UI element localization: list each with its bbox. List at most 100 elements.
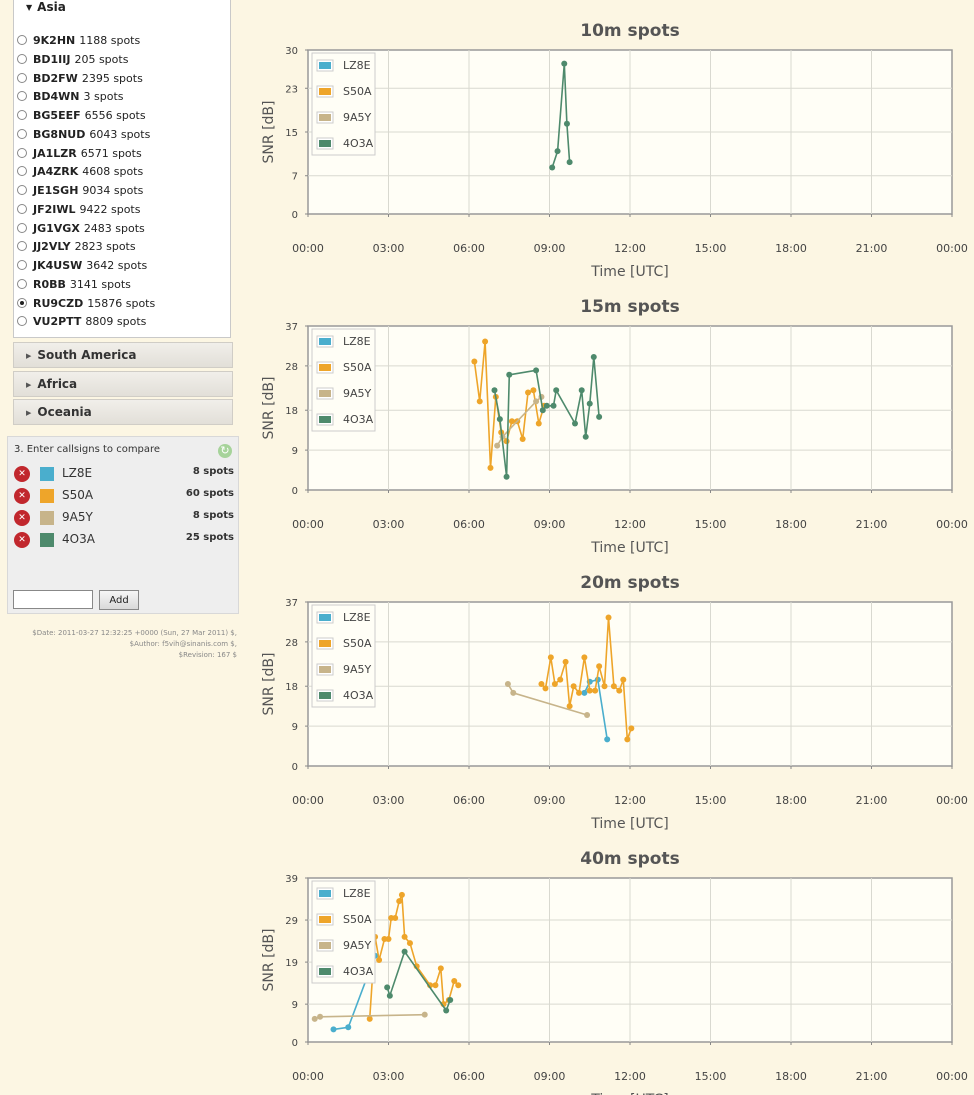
legend-swatch (319, 916, 331, 923)
station-row[interactable]: R0BB 3141 spots (17, 278, 131, 296)
remove-icon[interactable]: ✕ (14, 532, 30, 548)
charts-area: 10m spots 00:00 03:00 06:00 09:00 12:00 15:00 1… (250, 0, 974, 1095)
compare-title: 3. Enter callsigns to compare (14, 444, 161, 455)
station-row[interactable]: BD2FW 2395 spots (17, 72, 143, 90)
station-radio[interactable] (17, 166, 27, 177)
data-point-s50a (566, 703, 573, 710)
data-point-s50a (503, 438, 510, 445)
y-axis-label: SNR [dB] (261, 653, 277, 716)
x-tick-label: 00:00 (292, 794, 324, 807)
compare-row-lz8e: ✕ LZ8E 8 spots (12, 464, 236, 484)
station-radio[interactable] (17, 278, 27, 289)
station-radio[interactable] (17, 203, 27, 214)
y-tick-label: 9 (292, 1000, 298, 1011)
station-radio[interactable] (17, 222, 27, 233)
station-row[interactable]: BD1IIJ 205 spots (17, 53, 128, 71)
station-radio[interactable] (17, 241, 27, 252)
data-point-s50a (392, 914, 399, 921)
remove-icon[interactable]: ✕ (14, 510, 30, 526)
data-point-9a5y (494, 442, 501, 449)
x-tick-label: 09:00 (534, 1070, 566, 1083)
station-radio[interactable] (17, 91, 27, 102)
station-row[interactable]: BG5EEF 6556 spots (17, 109, 146, 127)
station-row[interactable]: BG8NUD 6043 spots (17, 128, 150, 146)
chart-title: 20m spots (580, 573, 680, 593)
callsign-input[interactable] (13, 590, 93, 609)
station-radio[interactable] (17, 316, 27, 327)
data-point-s50a (570, 683, 577, 690)
region-header-south-america[interactable]: ▶ South America (13, 342, 233, 368)
station-radio[interactable] (17, 147, 27, 158)
x-tick-label: 00:00 (292, 518, 324, 531)
station-row[interactable]: JA4ZRK 4608 spots (17, 165, 143, 183)
legend-label: 4O3A (343, 965, 374, 978)
station-radio[interactable] (17, 53, 27, 64)
station-row[interactable]: JE1SGH 9034 spots (17, 184, 143, 202)
x-tick-label: 12:00 (614, 794, 646, 807)
chart-3: 40m spots 00:00 03:00 06:00 09:00 12:00 15:00 1… (261, 849, 968, 1095)
y-tick-label: 9 (292, 446, 298, 457)
data-point-9a5y (504, 681, 511, 687)
station-radio[interactable] (17, 72, 27, 83)
data-point-4o3a (539, 407, 546, 414)
x-tick-label: 00:00 (936, 794, 968, 807)
legend-label: 9A5Y (343, 387, 372, 400)
station-row[interactable]: VU2PTT 8809 spots (17, 315, 146, 333)
add-button[interactable]: Add (99, 590, 139, 610)
data-point-4o3a (447, 996, 454, 1003)
color-swatch (40, 467, 54, 481)
station-row[interactable]: JF2IWL 9422 spots (17, 203, 140, 221)
station-radio[interactable] (17, 297, 27, 308)
station-row[interactable]: 9K2HN 1188 spots (17, 34, 140, 52)
data-point-s50a (538, 681, 545, 687)
station-callsign: JE1SGH (33, 184, 79, 197)
data-point-4o3a (443, 1007, 450, 1014)
remove-icon[interactable]: ✕ (14, 466, 30, 482)
x-tick-label: 03:00 (373, 794, 405, 807)
compare-row-9a5y: ✕ 9A5Y 8 spots (12, 508, 236, 528)
region-header-africa[interactable]: ▶ Africa (13, 371, 233, 397)
station-row[interactable]: JA1LZR 6571 spots (17, 147, 142, 165)
data-point-s50a (471, 358, 478, 365)
station-spot-count: 2823 spots (74, 240, 136, 254)
station-radio[interactable] (17, 128, 27, 139)
region-panel-asia: ▼ Asia (13, 0, 231, 338)
remove-icon[interactable]: ✕ (14, 488, 30, 504)
station-spot-count: 6556 spots (84, 109, 146, 122)
x-tick-label: 00:00 (292, 1070, 324, 1083)
station-callsign: JA4ZRK (33, 165, 79, 179)
legend-label: 4O3A (343, 137, 374, 150)
station-row[interactable]: RU9CZD 15876 spots (17, 297, 155, 315)
station-radio[interactable] (17, 260, 27, 270)
legend-label: 9A5Y (343, 939, 372, 952)
region-header-asia[interactable]: ▼ Asia (14, 0, 230, 24)
legend-label: 4O3A (343, 413, 374, 426)
data-point-s50a (406, 940, 413, 947)
x-tick-label: 00:00 (936, 1070, 968, 1083)
x-tick-label: 18:00 (775, 242, 807, 255)
region-header-oceania[interactable]: ▶ Oceania (13, 399, 233, 425)
station-row[interactable]: BD4WN 3 spots (17, 90, 124, 108)
station-row[interactable]: JG1VGX 2483 spots (17, 222, 145, 240)
data-point-s50a (624, 736, 631, 743)
refresh-icon[interactable]: ↻ (218, 444, 232, 458)
data-point-9a5y (584, 712, 591, 719)
y-tick-label: 15 (285, 128, 298, 139)
station-radio[interactable] (17, 185, 27, 195)
y-axis-label: SNR [dB] (261, 377, 277, 440)
x-tick-label: 15:00 (695, 518, 727, 531)
color-swatch (40, 489, 54, 503)
legend-swatch (319, 968, 331, 975)
station-row[interactable]: JJ2VLY 2823 spots (17, 240, 136, 258)
color-swatch (40, 511, 54, 525)
sidebar: ▼ Asia 9K2HN 1188 spots BD1IIJ 205 spots BD2F… (0, 0, 245, 1095)
y-tick-label: 29 (285, 916, 298, 927)
station-row[interactable]: JK4USW 3642 spots (17, 259, 147, 277)
station-radio[interactable] (17, 35, 27, 45)
data-point-s50a (605, 614, 612, 621)
x-tick-label: 09:00 (534, 242, 566, 255)
station-radio[interactable] (17, 110, 27, 120)
x-tick-label: 18:00 (775, 794, 807, 807)
data-point-4o3a (590, 354, 597, 361)
